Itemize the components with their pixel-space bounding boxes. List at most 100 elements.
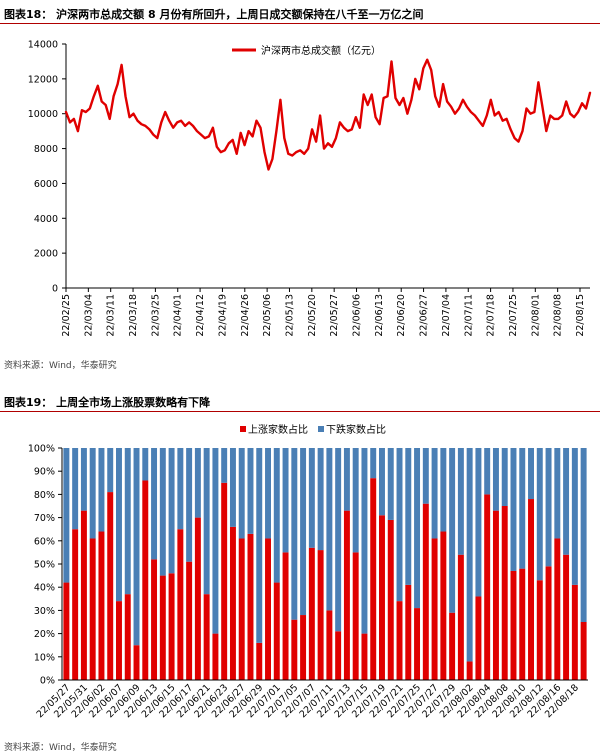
decline-bar bbox=[571, 448, 578, 585]
decline-bar bbox=[265, 448, 271, 539]
advance-bar bbox=[501, 506, 508, 680]
turnover-series-line bbox=[64, 58, 592, 171]
advance-bar bbox=[159, 575, 166, 680]
decline-bar bbox=[89, 448, 96, 539]
x-tick-label: 22/06/13 bbox=[374, 294, 385, 337]
decline-bar bbox=[379, 448, 385, 516]
y-tick-label: 10000 bbox=[28, 109, 58, 120]
advance-bar bbox=[317, 550, 324, 680]
legend-label-decline: 下跌家数占比 bbox=[326, 423, 386, 436]
decline-bar bbox=[343, 448, 350, 511]
advance-bar bbox=[519, 568, 526, 680]
advance-bar bbox=[151, 559, 158, 680]
advance-bar bbox=[422, 503, 429, 680]
y-tick-label: 70% bbox=[34, 513, 55, 524]
x-tick-label: 22/07/25 bbox=[508, 294, 519, 337]
decline-bar bbox=[492, 448, 499, 511]
advance-bar bbox=[116, 601, 122, 680]
decline-bar bbox=[238, 448, 245, 539]
advance-bar bbox=[326, 610, 333, 680]
figure-18-title-rule bbox=[0, 23, 600, 24]
advance-bar bbox=[247, 533, 254, 680]
advance-bar bbox=[457, 554, 464, 680]
decline-bar bbox=[361, 448, 368, 634]
decline-bar bbox=[282, 448, 289, 553]
decline-bar bbox=[370, 448, 377, 479]
decline-bar bbox=[457, 448, 464, 555]
y-tick-label: 0 bbox=[52, 284, 58, 295]
decline-bar bbox=[545, 448, 552, 567]
decline-bar bbox=[554, 448, 561, 539]
decline-bar bbox=[273, 448, 280, 583]
decline-bar bbox=[133, 448, 140, 646]
decline-bar bbox=[229, 448, 236, 527]
y-tick-label: 90% bbox=[34, 467, 55, 478]
y-tick-label: 100% bbox=[28, 444, 55, 455]
advance-bar bbox=[282, 552, 289, 680]
advance-bar bbox=[221, 482, 228, 680]
decline-bar bbox=[98, 448, 105, 532]
legend-label-advance: 上涨家数占比 bbox=[248, 423, 308, 436]
x-tick-label: 22/04/12 bbox=[195, 294, 206, 337]
advance-bar bbox=[335, 631, 342, 680]
x-tick-label: 22/06/27 bbox=[419, 294, 430, 337]
decline-bar bbox=[563, 448, 570, 555]
y-tick-label: 80% bbox=[34, 490, 55, 501]
decline-bar bbox=[124, 448, 131, 595]
decline-bar bbox=[177, 448, 184, 530]
decline-bar bbox=[212, 448, 219, 634]
advance-bar bbox=[545, 566, 552, 680]
y-tick-label: 4000 bbox=[34, 214, 58, 225]
y-tick-label: 14000 bbox=[28, 40, 58, 51]
turnover-line-chart: 0 2000 4000 6000 8000 10000 12000 14000 22/02/25… bbox=[28, 40, 592, 337]
y-tick-label: 40% bbox=[34, 583, 55, 594]
legend-swatch-advance bbox=[240, 426, 246, 432]
advance-bar bbox=[343, 510, 350, 680]
x-tick-label: 22/05/13 bbox=[284, 294, 295, 337]
advance-bar bbox=[492, 510, 499, 680]
x-tick-label: 22/04/19 bbox=[217, 294, 228, 337]
x-tick-label: 22/08/01 bbox=[530, 294, 541, 337]
advance-bar bbox=[265, 538, 271, 680]
y-tick-label: 2000 bbox=[34, 249, 58, 260]
advance-bar bbox=[449, 612, 456, 680]
advance-bar bbox=[238, 538, 245, 680]
decline-bar bbox=[247, 448, 254, 534]
decline-bar bbox=[256, 448, 263, 643]
advance-bar bbox=[484, 494, 491, 680]
decline-bar bbox=[308, 448, 315, 548]
decline-bar bbox=[186, 448, 193, 562]
advance-bar bbox=[528, 499, 534, 680]
advance-bar bbox=[80, 510, 87, 680]
decline-bar bbox=[221, 448, 228, 483]
x-tick-label: 22/04/01 bbox=[173, 294, 184, 337]
decline-bar bbox=[317, 448, 324, 551]
advance-bar bbox=[133, 645, 140, 680]
decline-bar bbox=[300, 448, 307, 616]
decline-bar bbox=[510, 448, 517, 571]
figure-19-source: 资料来源：Wind，华泰研究 bbox=[4, 743, 117, 753]
decline-bar bbox=[422, 448, 429, 504]
x-tick-label: 22/07/04 bbox=[441, 294, 452, 337]
advance-bar bbox=[563, 554, 570, 680]
decline-bar bbox=[72, 448, 79, 530]
y-tick-label: 8000 bbox=[34, 144, 58, 155]
x-tick-label: 22/03/18 bbox=[128, 294, 139, 337]
advance-bar bbox=[229, 526, 236, 680]
decline-bar bbox=[194, 448, 201, 518]
advance-bar bbox=[300, 615, 307, 680]
advance-bar bbox=[414, 608, 421, 680]
decline-bar bbox=[440, 448, 447, 532]
decline-bar bbox=[449, 448, 456, 613]
legend-swatch-decline bbox=[318, 426, 324, 432]
advance-bar bbox=[370, 478, 377, 680]
decline-bar bbox=[405, 448, 412, 585]
decline-bar bbox=[107, 448, 114, 493]
advance-bar bbox=[212, 633, 219, 680]
figure-18-source: 资料来源：Wind，华泰研究 bbox=[4, 361, 117, 371]
y-tick-label: 50% bbox=[34, 560, 55, 571]
advance-bar bbox=[63, 582, 70, 680]
advance-bar bbox=[510, 570, 517, 680]
figure-19-title: 图表19： 上周全市场上涨股票数略有下降 bbox=[4, 396, 211, 409]
advance-bar bbox=[405, 584, 412, 680]
